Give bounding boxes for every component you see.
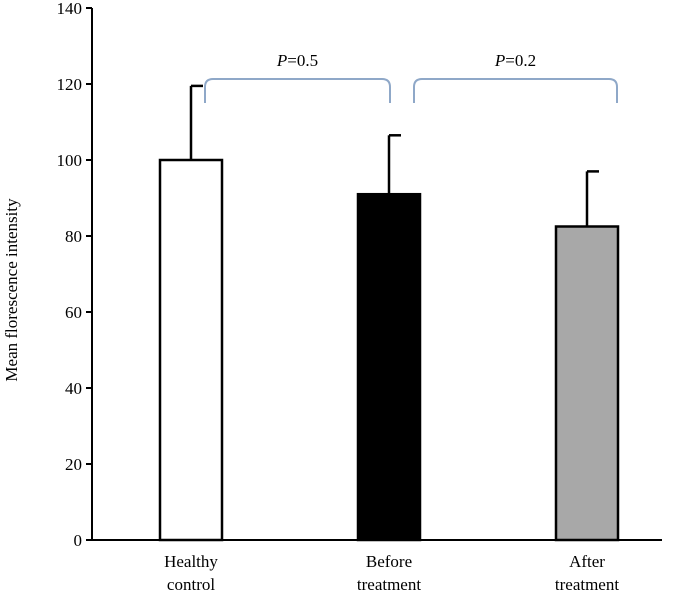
x-labels: Healthy control Before treatment After treatm…	[164, 552, 619, 594]
bar	[356, 192, 422, 542]
p-value-label: P=0.2	[494, 51, 536, 70]
x-tick-label: control	[167, 575, 215, 594]
y-tick-label: 140	[57, 0, 83, 18]
significance-bracket	[204, 78, 391, 103]
y-tick-label: 0	[74, 531, 83, 550]
p-value-label: P=0.5	[276, 51, 318, 70]
bar	[554, 225, 620, 542]
y-tick-label: 20	[65, 455, 82, 474]
y-tick-label: 80	[65, 227, 82, 246]
y-axis-title: Mean florescence intensity	[2, 198, 21, 382]
y-tick-label: 120	[57, 75, 83, 94]
error-bars	[189, 84, 599, 227]
x-tick-label: treatment	[357, 575, 421, 594]
x-tick-label: treatment	[555, 575, 619, 594]
significance-bracket	[413, 78, 618, 103]
y-tick-label: 60	[65, 303, 82, 322]
x-tick-label: Healthy	[164, 552, 218, 571]
bars	[158, 158, 620, 542]
y-ticks: 0 20 40 60 80 100 120 140	[57, 0, 92, 550]
x-tick-label: After	[569, 552, 605, 571]
x-tick-label: Before	[366, 552, 412, 571]
significance-brackets: P=0.5 P=0.2	[204, 51, 618, 103]
y-tick-label: 40	[65, 379, 82, 398]
y-tick-label: 100	[57, 151, 83, 170]
bar	[158, 158, 224, 542]
